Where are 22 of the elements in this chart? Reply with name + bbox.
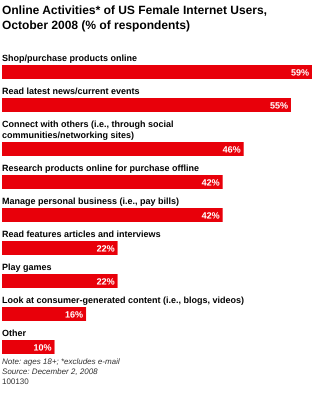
y-tick-label: Other (2, 328, 26, 338)
y-tick-label: Shop/purchase products online (2, 53, 138, 63)
y-tick-label: Read features articles and interviews (2, 229, 161, 239)
y-tick-label: Look at consumer-generated content (i.e., blogs, videos) (2, 295, 244, 305)
y-tick-label: Research products online for purchase offline (2, 163, 200, 173)
data-label: 46% (222, 144, 241, 154)
text: 100130 (2, 377, 30, 386)
chart-title: Online Activities* of US Female Internet Users, October 2008 (% of respondents) (2, 3, 267, 32)
data-label: 10% (34, 342, 52, 352)
data-label: 16% (65, 310, 84, 320)
y-tick-label: Manage personal business (i.e., pay bills) (2, 196, 180, 206)
data-label: 22% (96, 244, 115, 254)
annotation: Note: ages 18+; *excludes e-mail (2, 357, 120, 366)
data-label: 42% (202, 178, 220, 188)
data-label: 59% (290, 68, 309, 78)
data-label: 42% (202, 210, 220, 220)
y-tick-label: Connect with others (i.e., through social communities/networking sites) (2, 119, 174, 140)
annotation: Source: December 2, 2008 (2, 367, 98, 376)
data-label: 22% (96, 276, 115, 286)
data-label: 55% (270, 100, 288, 110)
y-tick-label: Play games (2, 262, 52, 272)
y-tick-label: Read latest news/current events (2, 86, 140, 96)
